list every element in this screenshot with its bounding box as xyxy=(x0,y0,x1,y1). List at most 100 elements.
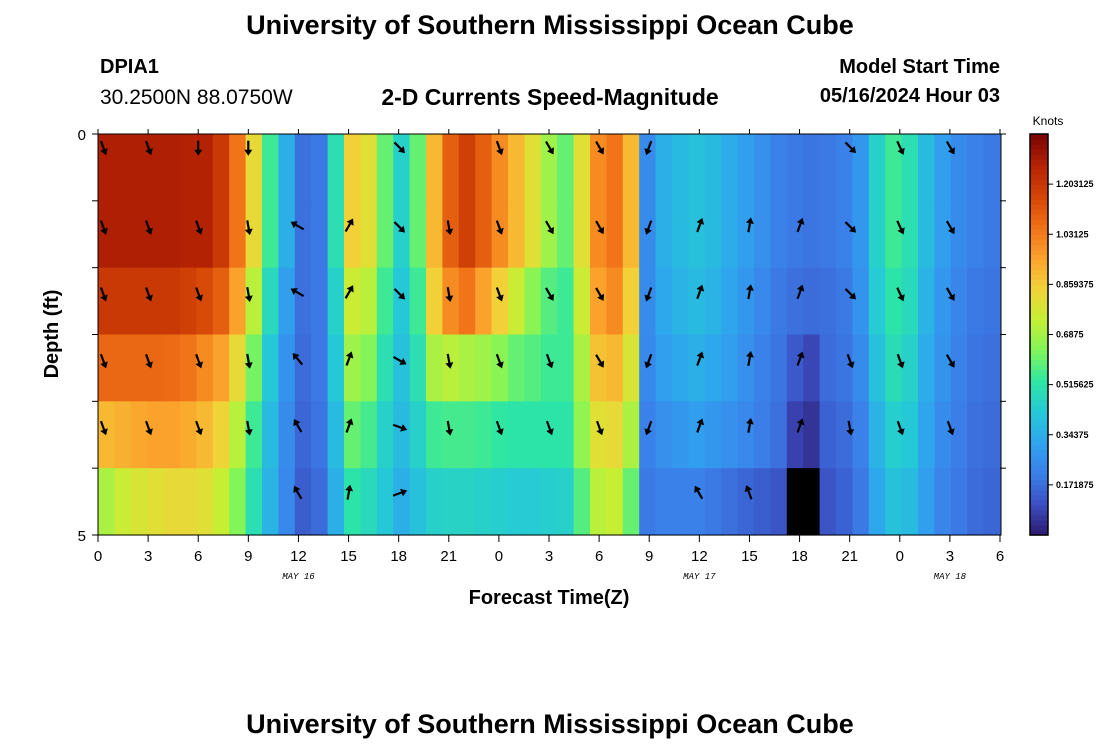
heatmap-cell xyxy=(163,267,181,336)
arrow-head xyxy=(745,217,754,225)
heatmap-cell xyxy=(393,200,411,269)
current-arrow xyxy=(344,285,354,299)
heatmap-cell xyxy=(704,401,722,469)
heatmap-cell xyxy=(590,401,607,469)
colorbar-segment xyxy=(1030,464,1048,471)
heatmap-cell xyxy=(606,200,624,269)
heatmap-cell xyxy=(983,134,1001,202)
heatmap-cell xyxy=(245,401,263,469)
model-start-label: Model Start Time xyxy=(839,56,1000,78)
colorbar-tick-label: 0.34375 xyxy=(1056,430,1089,440)
arrow-head xyxy=(496,428,504,436)
heatmap-cell xyxy=(262,267,279,336)
arrow-head xyxy=(546,428,554,436)
x-tick-label: 0 xyxy=(896,548,904,565)
heatmap-cell xyxy=(294,267,312,336)
heatmap-cell xyxy=(540,134,558,202)
station-coordinates: 30.2500N 88.0750W xyxy=(100,86,293,109)
heatmap-cell xyxy=(737,267,755,336)
heatmap-cell xyxy=(573,267,591,336)
colorbar-segment xyxy=(1030,519,1048,526)
heatmap-cell xyxy=(573,200,591,269)
current-arrow xyxy=(896,220,905,235)
heatmap-cell xyxy=(508,267,525,336)
heatmap-cell xyxy=(688,134,706,202)
heatmap-cell xyxy=(245,267,263,336)
heatmap-cell xyxy=(950,267,968,336)
heatmap-cell xyxy=(245,334,263,402)
arrow-head xyxy=(100,361,108,369)
arrow-head xyxy=(145,227,153,235)
current-arrow xyxy=(392,488,408,497)
colorbar-segment xyxy=(1030,259,1048,265)
arrow-head xyxy=(345,484,354,492)
heatmap-cell xyxy=(130,401,148,469)
arrow-head xyxy=(694,485,702,494)
heatmap-cell xyxy=(786,334,804,402)
arrow-head xyxy=(145,361,153,369)
colorbar-segment xyxy=(1030,404,1048,411)
current-arrow xyxy=(495,420,504,436)
x-tick-label: 21 xyxy=(841,548,858,565)
colorbar: 0.171875 0.34375 0.515625 0.6875 0.859375 1.0… xyxy=(1029,133,1094,536)
heatmap-cell xyxy=(819,468,837,536)
heatmap-cell xyxy=(918,334,935,402)
arrow-head xyxy=(346,218,354,226)
y-tick-label: 0 xyxy=(78,127,86,144)
heatmap-cell xyxy=(180,200,197,269)
heatmap-cell xyxy=(327,401,345,469)
heatmap-cell xyxy=(426,267,443,336)
heatmap-cell xyxy=(393,134,411,202)
heatmap-cell xyxy=(918,134,935,202)
colorbar-segment xyxy=(1030,244,1048,250)
arrow-head xyxy=(100,428,108,436)
current-arrow xyxy=(99,287,108,302)
heatmap-cell xyxy=(721,267,739,336)
arrow-head xyxy=(290,221,298,229)
heatmap-cell xyxy=(163,134,181,202)
arrow-head xyxy=(397,225,406,233)
current-arrow xyxy=(644,220,653,235)
arrow-head xyxy=(597,226,605,235)
colorbar-segment xyxy=(1030,529,1048,536)
arrow-head xyxy=(644,428,652,436)
heatmap-cell xyxy=(409,334,427,402)
heatmap-cell xyxy=(967,134,985,202)
arrow-head xyxy=(345,418,354,426)
current-arrow xyxy=(844,288,857,300)
model-start-value: 05/16/2024 Hour 03 xyxy=(819,85,1000,107)
colorbar-tick-label: 0.171875 xyxy=(1056,480,1094,490)
current-arrow xyxy=(796,284,805,300)
heatmap-cell xyxy=(704,267,722,336)
colorbar-tick-label: 1.03125 xyxy=(1056,229,1089,239)
colorbar-segment xyxy=(1030,399,1048,406)
heatmap-cell xyxy=(819,267,837,336)
colorbar-tick-label: 0.859375 xyxy=(1056,279,1094,289)
heatmap-cell xyxy=(672,134,689,202)
colorbar-segment xyxy=(1030,139,1048,145)
x-tick-label: 3 xyxy=(144,548,152,565)
arrow-head xyxy=(947,293,955,301)
heatmap-cell xyxy=(934,468,952,536)
heatmap-cell xyxy=(278,134,296,202)
heatmap-cell xyxy=(967,334,985,402)
heatmap-cell xyxy=(278,334,296,402)
arrow-head xyxy=(290,288,298,296)
arrow-head xyxy=(195,294,203,302)
heatmap-cell xyxy=(458,401,476,469)
x-tick-label: 0 xyxy=(495,548,503,565)
heatmap-cell xyxy=(622,401,640,469)
heatmap-cell xyxy=(212,334,230,402)
heatmap-cell xyxy=(524,468,542,536)
colorbar-segment xyxy=(1030,414,1048,421)
heatmap-cell xyxy=(901,468,919,536)
heatmap-cell xyxy=(426,134,443,202)
x-tick-label: 6 xyxy=(595,548,603,565)
heatmap-cell xyxy=(114,200,132,269)
heatmap-cell xyxy=(508,334,525,402)
arrow-head xyxy=(195,361,203,369)
heatmap-cell xyxy=(868,134,886,202)
current-arrow xyxy=(846,420,855,436)
heatmap-cell xyxy=(950,334,968,402)
heatmap-cell xyxy=(491,401,509,469)
